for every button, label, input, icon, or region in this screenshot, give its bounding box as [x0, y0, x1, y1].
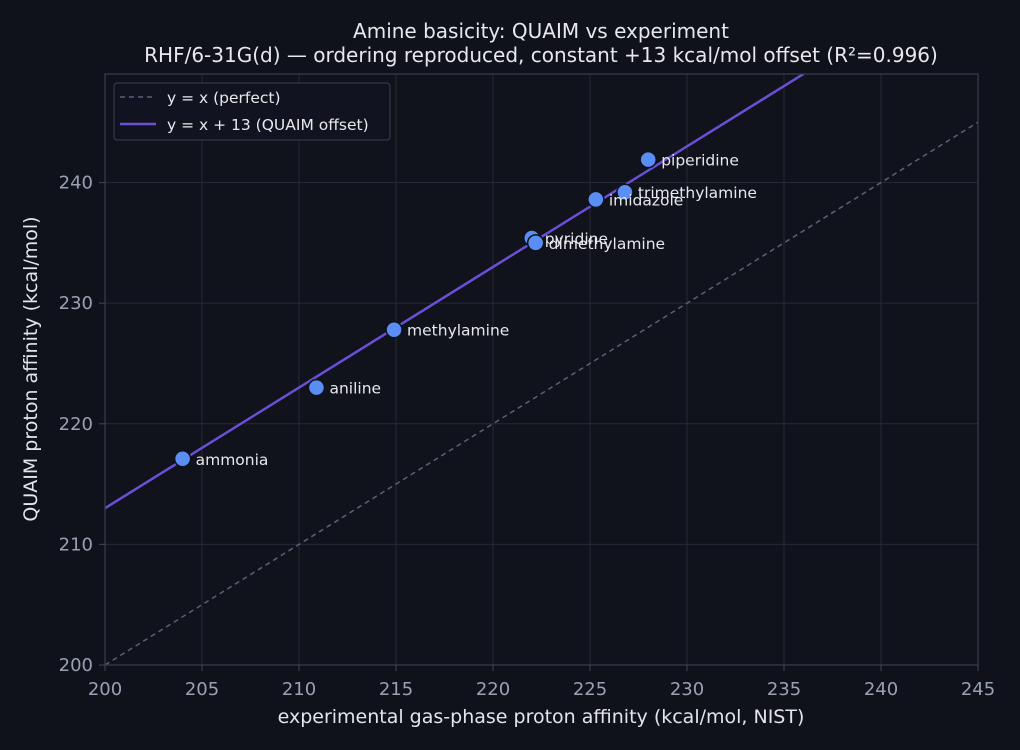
point-label: aniline [329, 380, 381, 398]
data-point [307, 378, 326, 397]
legend-box [113, 82, 391, 141]
y-tick-label: 240 [59, 173, 93, 194]
y-axis: 200 210 220 230 240 [59, 173, 105, 676]
identity-line [105, 121, 978, 665]
x-tick-label: 200 [88, 679, 122, 700]
data-points: ammonia aniline methylamine pyridinedimethy… [173, 150, 757, 469]
chart-subtitle: RHF/6-31G(d) — ordering reproduced, cons… [144, 43, 938, 67]
point-label: piperidine [661, 152, 739, 170]
plot-frame [104, 73, 979, 666]
y-axis-label: QUAIM proton affinity (kcal/mol) [20, 216, 42, 521]
x-tick-label: 220 [476, 679, 510, 700]
chart-title: Amine basicity: QUAIM vs experiment [353, 19, 729, 43]
x-tick-label: 235 [767, 679, 801, 700]
y-tick-label: 210 [59, 534, 93, 555]
point-label: imidazole [609, 191, 684, 209]
legend-label-offset: y = x + 13 (QUAIM offset) [167, 116, 369, 134]
point-label: pyridine [545, 230, 608, 248]
data-point [639, 150, 657, 169]
x-tick-label: 230 [670, 679, 704, 700]
point-label: methylamine [407, 322, 509, 340]
plot-area [105, 74, 978, 665]
x-tick-label: 215 [379, 679, 413, 700]
x-tick-label: 225 [573, 679, 607, 700]
x-axis-label: experimental gas-phase proton affinity (… [278, 706, 805, 728]
y-tick-label: 230 [59, 293, 93, 314]
legend-label-identity: y = x (perfect) [167, 89, 281, 107]
x-tick-label: 210 [282, 679, 316, 700]
x-tick-label: 245 [961, 679, 995, 700]
point-label: dimethylamine [549, 235, 665, 253]
legend: y = x (perfect) y = x + 13 (QUAIM offset… [113, 82, 391, 141]
data-point [526, 234, 545, 252]
point-label: ammonia [196, 451, 269, 469]
data-point [587, 190, 605, 209]
data-point [173, 450, 192, 468]
y-tick-label: 220 [59, 414, 93, 435]
x-axis: 200 205 210 215 220 225 230 235 240 245 [88, 665, 995, 700]
y-tick-label: 200 [59, 655, 93, 676]
data-point [385, 320, 403, 339]
x-tick-label: 240 [864, 679, 898, 700]
x-tick-label: 205 [185, 679, 219, 700]
data-point [616, 183, 634, 201]
point-label: trimethylamine [638, 184, 757, 202]
